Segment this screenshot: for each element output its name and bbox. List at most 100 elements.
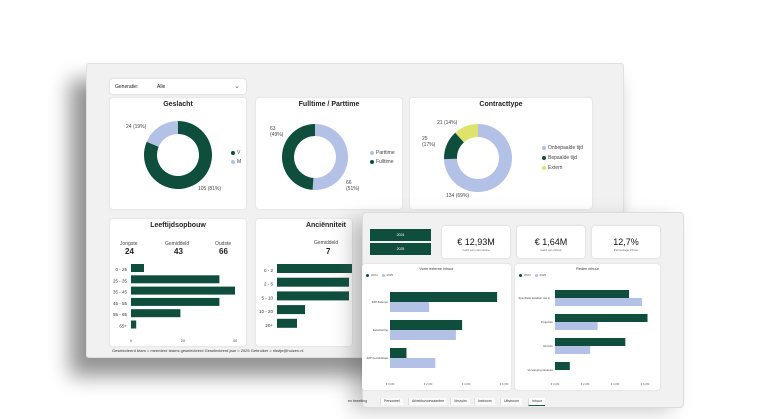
year-slicer-2024[interactable]: 2024 (370, 229, 431, 241)
contract-label-onbepaald: 134 (69%) (446, 193, 470, 199)
vorm-category-label: ZZP bemiddelaar (367, 356, 388, 360)
tenure-title: Anciënniteit (305, 222, 346, 229)
donut-slice-bepaalde-tijd[interactable] (444, 132, 464, 160)
vorm-bar-2024[interactable] (390, 320, 463, 330)
vorm-bar-2025[interactable] (390, 330, 456, 340)
kpi-percentage-label: Percentage inhuur (613, 248, 639, 252)
donut-slice-fulltime[interactable] (281, 124, 315, 190)
year-slicer-2025[interactable]: 2025 (370, 243, 431, 255)
tab-personeel[interactable]: Personeel (380, 398, 403, 405)
reden-category-label: Projecten (541, 320, 553, 324)
contract-card: Contracttype 21 (14%) 25 (17%) 134 (69%)… (410, 98, 592, 209)
vorm-x-tick: € 0,0M (386, 382, 395, 386)
vorm-bar-2024[interactable] (390, 348, 407, 358)
kpi-commission: € 12,93M Geld van commissie (442, 226, 510, 258)
age-stat-label-oldest: Oudste (215, 241, 232, 247)
reden-x-tick: € 4,0M (611, 382, 620, 386)
tab-inhuur[interactable]: Inhuur (528, 398, 545, 406)
tenure-bar[interactable] (277, 305, 305, 315)
tab-bezetting[interactable]: en bezetting (348, 399, 368, 403)
age-stat-avg: 43 (174, 247, 183, 256)
gender-card: Geslacht 24 (19%) 105 (81%) V M (110, 98, 246, 209)
reden-x-tick: € 0,0M (551, 382, 560, 386)
tenure-category-label: 5 - 10 (261, 295, 273, 300)
reden-bar-2024[interactable] (555, 362, 570, 370)
age-stat-label-avg: Gemiddeld (165, 241, 190, 247)
donut-slice-onbepaalde-tijd[interactable] (444, 124, 512, 192)
fulltime-legend-fulltime: Fulltime (370, 159, 394, 165)
reden-category-label: Verzuim (543, 344, 554, 348)
age-title: Leeftijdsopbouw (150, 222, 206, 229)
tab-instroom[interactable]: Instroom (474, 398, 495, 405)
age-x-tick: 40 (233, 338, 238, 343)
reden-bar-2024[interactable] (555, 290, 629, 298)
gender-title: Geslacht (163, 101, 193, 108)
reden-bar-2025[interactable] (555, 346, 591, 354)
age-bar[interactable] (131, 309, 181, 318)
vorm-bar-2024[interactable] (390, 292, 498, 302)
kpi-percentage: 12,7% Percentage inhuur (592, 226, 660, 258)
tenure-card: Anciënniteit Gemiddeld 7 0 - 2 2 - 5 5 - 1… (256, 219, 352, 346)
fulltime-donut (281, 124, 348, 190)
age-bar[interactable] (131, 297, 220, 306)
tenure-bar[interactable] (277, 291, 349, 301)
vorm-category-label: ZZP-fiatteren (372, 300, 389, 304)
donut-slice-v[interactable] (144, 121, 212, 189)
tenure-category-label: 20+ (265, 323, 273, 328)
age-category-label: 35 - 45 (113, 290, 128, 295)
chart-reden-card: Reden inhuur 2024 2025 Specifieke kwalit… (515, 264, 660, 390)
donut-slice-parttime[interactable] (312, 124, 348, 190)
kpi-inhuur-label: Geld van inhuur (540, 248, 562, 252)
chart-reden-bars: Specifieke kwaliteit niet in… Projecten Ve… (518, 290, 650, 386)
age-category-label: 65+ (119, 324, 127, 329)
reden-category-label: Specifieke kwaliteit niet in… (518, 296, 553, 300)
reden-bar-2025[interactable] (555, 322, 598, 330)
age-bar[interactable] (131, 264, 144, 272)
tenure-bar[interactable] (277, 277, 349, 287)
age-bar[interactable] (131, 320, 137, 329)
gender-legend-m: M (231, 159, 241, 165)
vorm-x-tick: € 4,0M (462, 382, 471, 386)
kpi-inhuur-value: € 1,64M (534, 237, 568, 247)
tenure-bar[interactable] (277, 318, 297, 328)
fulltime-label-fulltime: 63 (49%) (270, 126, 284, 138)
age-bar[interactable] (131, 275, 220, 284)
age-bar[interactable] (131, 286, 235, 295)
tenure-category-label: 2 - 5 (264, 282, 274, 287)
filter-label: Generatie: (115, 84, 139, 90)
chart-vorm-bars: ZZP-fiatteren Detachering ZZP bemiddelaar €… (367, 292, 509, 386)
generation-filter-dropdown[interactable]: Generatie: Alle ⌄ (110, 79, 246, 94)
vorm-x-tick: € 6,0M (500, 382, 509, 386)
tab-arbeidsvoorwaarden[interactable]: Arbeidsvoorwaarden (408, 398, 448, 405)
footer-selection-text: Geselecteerd team = meerdere teams gesel… (112, 348, 304, 353)
tenure-bar[interactable] (277, 264, 352, 273)
reden-bar-2024[interactable] (555, 314, 648, 322)
gender-donut (144, 121, 212, 189)
contract-legend-extern: Extern (542, 165, 562, 171)
tenure-stat-avg: 7 (326, 247, 331, 256)
fulltime-legend-parttime: Parttime (370, 150, 395, 156)
gender-legend-v: V (231, 150, 240, 156)
fulltime-card: Fulltime / Parttime 63 (49%) 66 (51%) Pa… (256, 98, 402, 209)
vorm-bar-2025[interactable] (390, 302, 430, 312)
chart-vorm-card: Vorm externe inhuur 2024 2025 ZZP-fiatte… (362, 264, 511, 390)
tenure-category-label: 0 - 2 (264, 268, 274, 273)
donut-slice-m[interactable] (146, 121, 178, 147)
age-x-tick: 0 (130, 338, 133, 343)
fulltime-label-parttime: 66 (51%) (346, 180, 360, 192)
vorm-bar-2025[interactable] (390, 358, 436, 368)
gender-label-v: 105 (81%) (198, 186, 222, 192)
donut-slice-extern[interactable] (455, 124, 478, 143)
contract-label-bepaald: 25 (17%) (422, 136, 436, 148)
tab-uitstroom[interactable]: Uitstroom (500, 398, 522, 405)
tenure-category-label: 10 - 20 (259, 309, 274, 314)
fulltime-title: Fulltime / Parttime (298, 101, 360, 108)
tab-verzuim[interactable]: Verzuim (450, 398, 470, 405)
contract-legend-onbepaald: Onbepaalde tijd (542, 145, 583, 151)
tenure-bar-chart: 0 - 2 2 - 5 5 - 10 10 - 20 20+ (259, 264, 352, 328)
age-category-label: 25 - 35 (113, 278, 128, 283)
vorm-x-tick: € 2,0M (424, 382, 433, 386)
reden-bar-2024[interactable] (555, 338, 626, 346)
reden-bar-2025[interactable] (555, 298, 642, 306)
vorm-category-label: Detachering (373, 328, 389, 332)
